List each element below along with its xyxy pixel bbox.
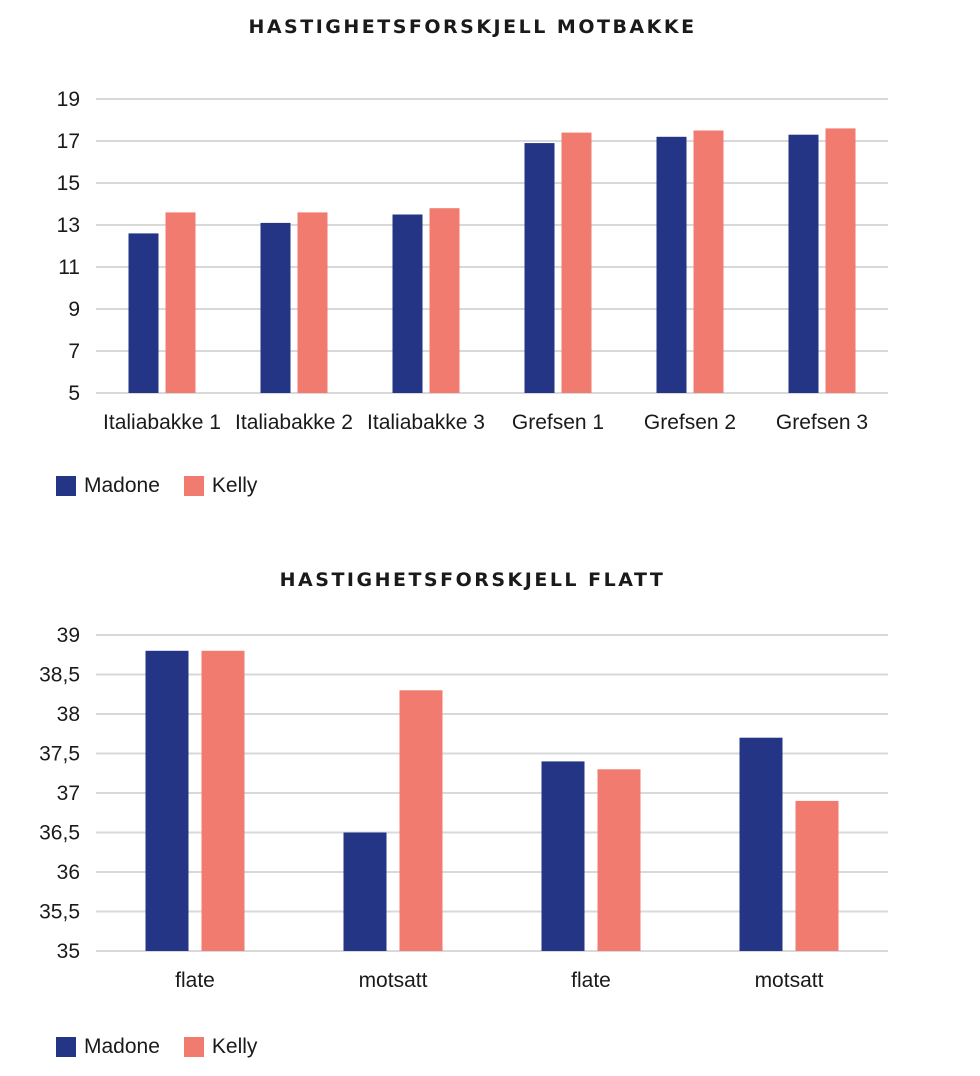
- bar-kelly: [693, 130, 724, 393]
- chart-plot: 35 35,5 36 36,5 37 37,5 38 38,5 39 flate motsatt fl…: [39, 624, 888, 992]
- bar-kelly: [399, 690, 443, 951]
- y-tick-label: 38,5: [39, 664, 80, 687]
- bar-madone: [260, 222, 291, 393]
- y-tick-label: 11: [58, 256, 80, 279]
- y-tick-label: 36,5: [39, 822, 80, 845]
- legend-label: Madone: [84, 1035, 160, 1058]
- y-tick-label: 15: [57, 172, 80, 195]
- y-tick-label: 9: [68, 298, 80, 321]
- legend-swatch-kelly: [183, 476, 204, 496]
- bar-kelly: [429, 208, 460, 393]
- y-tick-label: 17: [57, 130, 80, 153]
- legend-swatch-madone: [56, 476, 76, 496]
- y-tick-label: 37,5: [39, 743, 80, 766]
- bar-madone: [145, 650, 189, 951]
- y-tick-label: 35: [57, 940, 80, 963]
- y-tick-label: 5: [68, 382, 80, 405]
- y-tick-label: 37: [57, 782, 80, 805]
- legend-label: Madone: [84, 474, 160, 497]
- x-tick-label: flate: [175, 969, 215, 992]
- y-tick-label: 39: [57, 624, 80, 647]
- bar-madone: [343, 832, 387, 951]
- chart-flatt: HASTIGHETSFORSKJELL FLATT 35 35,5 36 36,5 37…: [0, 560, 980, 1076]
- chart-legend: Madone Kelly: [56, 1035, 281, 1059]
- legend-item-madone: Madone: [56, 474, 160, 498]
- bar-kelly: [165, 212, 196, 393]
- x-tick-label: Grefsen 1: [512, 411, 604, 434]
- y-tick-label: 7: [68, 340, 80, 363]
- chart-title: HASTIGHETSFORSKJELL MOTBAKKE: [248, 16, 697, 38]
- legend-label: Kelly: [211, 1035, 258, 1058]
- x-tick-label: motsatt: [755, 969, 824, 992]
- bar-kelly: [201, 650, 245, 951]
- chart-legend: Madone Kelly: [56, 474, 281, 498]
- legend-item-kelly: Kelly: [183, 474, 258, 498]
- x-tick-label: Italiabakke 3: [367, 411, 485, 434]
- x-tick-label: Grefsen 3: [776, 411, 868, 434]
- chart-plot: 5 7 9 11 13 15 17 19 Italiabakke 1 Italiabakke 2 I…: [57, 88, 888, 434]
- chart-motbakke: HASTIGHETSFORSKJELL MOTBAKKE 5 7 9 11 13 15 17…: [0, 0, 980, 530]
- x-tick-label: flate: [571, 969, 611, 992]
- chart-title: HASTIGHETSFORSKJELL FLATT: [279, 569, 666, 591]
- x-tick-label: motsatt: [359, 969, 428, 992]
- bar-madone: [392, 214, 423, 393]
- bar-madone: [739, 737, 783, 951]
- x-tick-label: Italiabakke 2: [235, 411, 353, 434]
- bar-madone: [128, 233, 159, 393]
- bar-kelly: [561, 132, 592, 393]
- bar-madone: [541, 761, 585, 951]
- bar-kelly: [795, 800, 839, 951]
- y-tick-label: 38: [57, 703, 80, 726]
- bar-madone: [656, 136, 687, 394]
- legend-swatch-kelly: [183, 1037, 204, 1057]
- bar-madone: [788, 134, 819, 393]
- y-tick-label: 19: [57, 88, 80, 111]
- y-tick-label: 36: [57, 861, 80, 884]
- bar-kelly: [597, 769, 641, 951]
- legend-swatch-madone: [56, 1037, 76, 1057]
- x-tick-label: Grefsen 2: [644, 411, 736, 434]
- bar-kelly: [297, 212, 328, 393]
- legend-item-kelly: Kelly: [183, 1035, 258, 1059]
- y-tick-label: 13: [57, 214, 80, 237]
- y-tick-label: 35,5: [39, 901, 80, 924]
- bar-kelly: [825, 128, 856, 393]
- x-tick-label: Italiabakke 1: [103, 411, 221, 434]
- legend-label: Kelly: [211, 474, 258, 497]
- legend-item-madone: Madone: [56, 1035, 160, 1059]
- bar-madone: [524, 143, 555, 393]
